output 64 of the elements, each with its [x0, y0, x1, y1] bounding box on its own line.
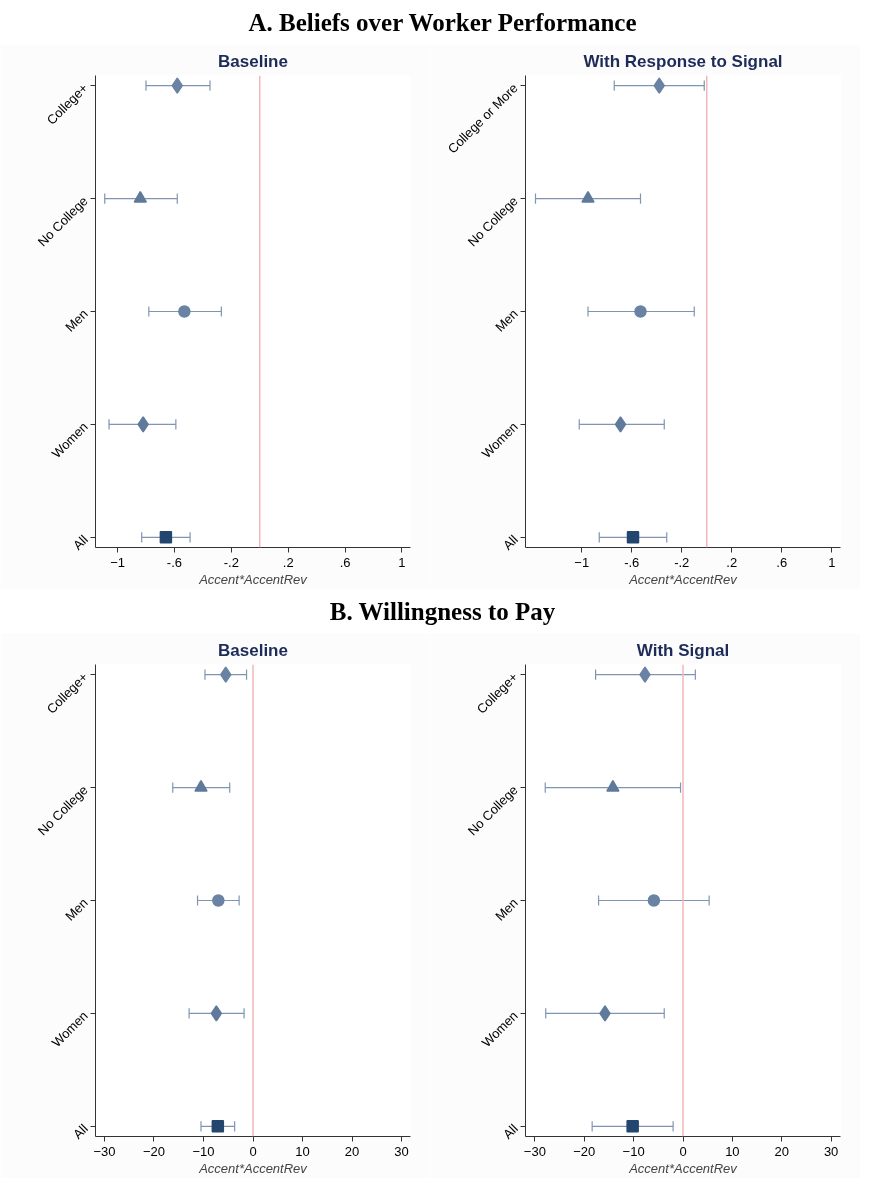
x-axis-title: Accent*AccentRev: [628, 1160, 739, 1176]
point: [653, 77, 665, 94]
x-tick-label: .6: [339, 554, 351, 570]
y-tick-label: All: [69, 531, 91, 553]
chart-title: B. Willingness to Pay: [329, 597, 556, 627]
x-tick-label: −1: [110, 554, 125, 570]
x-tick-label: −10: [192, 1143, 215, 1159]
x-tick-label: 20: [774, 1143, 789, 1159]
x-tick-label: 10: [725, 1143, 740, 1159]
x-axis-title: Accent*AccentRev: [198, 1160, 309, 1176]
x-tick-label: .2: [282, 554, 294, 570]
y-tick-label: Men: [492, 306, 521, 335]
x-tick-label: 20: [344, 1143, 360, 1159]
y-tick-label: Men: [62, 306, 91, 335]
x-tick-label: −30: [93, 1143, 116, 1159]
x-tick-label: .6: [776, 554, 788, 570]
point: [178, 305, 191, 318]
y-tick-label: All: [69, 1120, 91, 1142]
chart-title: A. Beliefs over Worker Performance: [248, 8, 637, 38]
point: [614, 416, 627, 433]
point: [211, 1120, 225, 1133]
y-tick-label: All: [499, 1120, 521, 1142]
point: [137, 416, 149, 433]
x-axis-title: Accent*AccentRev: [198, 571, 309, 587]
x-tick-label: -.6: [166, 554, 183, 570]
x-tick-label: 0: [249, 1143, 257, 1159]
point: [159, 531, 173, 544]
point: [171, 77, 184, 94]
point: [634, 305, 647, 318]
x-tick-label: −20: [573, 1143, 596, 1159]
x-tick-label: -.2: [223, 554, 239, 570]
point: [647, 894, 661, 907]
point: [212, 894, 225, 907]
point: [626, 531, 640, 544]
y-tick-label: All: [499, 531, 521, 553]
x-tick-label: 30: [394, 1143, 409, 1159]
x-tick-label: −1: [574, 554, 590, 570]
x-tick-label: 0: [679, 1143, 687, 1159]
y-tick-label: Men: [492, 895, 521, 924]
x-tick-label: -.6: [624, 554, 640, 570]
x-tick-label: −30: [523, 1143, 546, 1159]
x-tick-label: 30: [823, 1143, 839, 1159]
x-tick-label: 1: [828, 554, 836, 570]
y-tick-label: Men: [62, 895, 91, 924]
chart-subtitle: Baseline: [218, 640, 288, 660]
x-tick-label: .2: [726, 554, 738, 570]
point: [194, 779, 208, 792]
point: [606, 779, 620, 792]
point: [133, 190, 148, 203]
x-tick-label: −20: [142, 1143, 165, 1159]
chart-subtitle: With Response to Signal: [583, 51, 783, 71]
x-tick-label: -.2: [674, 554, 690, 570]
x-tick-label: −10: [622, 1143, 645, 1159]
point: [599, 1005, 611, 1022]
chart-subtitle: Baseline: [218, 51, 288, 71]
point: [639, 666, 651, 683]
point: [220, 666, 232, 683]
chart-subtitle: With Signal: [636, 640, 730, 660]
x-axis-title: Accent*AccentRev: [628, 571, 739, 587]
x-tick-label: 10: [295, 1143, 310, 1159]
point: [210, 1005, 223, 1022]
x-tick-label: 1: [398, 554, 406, 570]
point: [626, 1120, 639, 1133]
point: [581, 190, 595, 203]
